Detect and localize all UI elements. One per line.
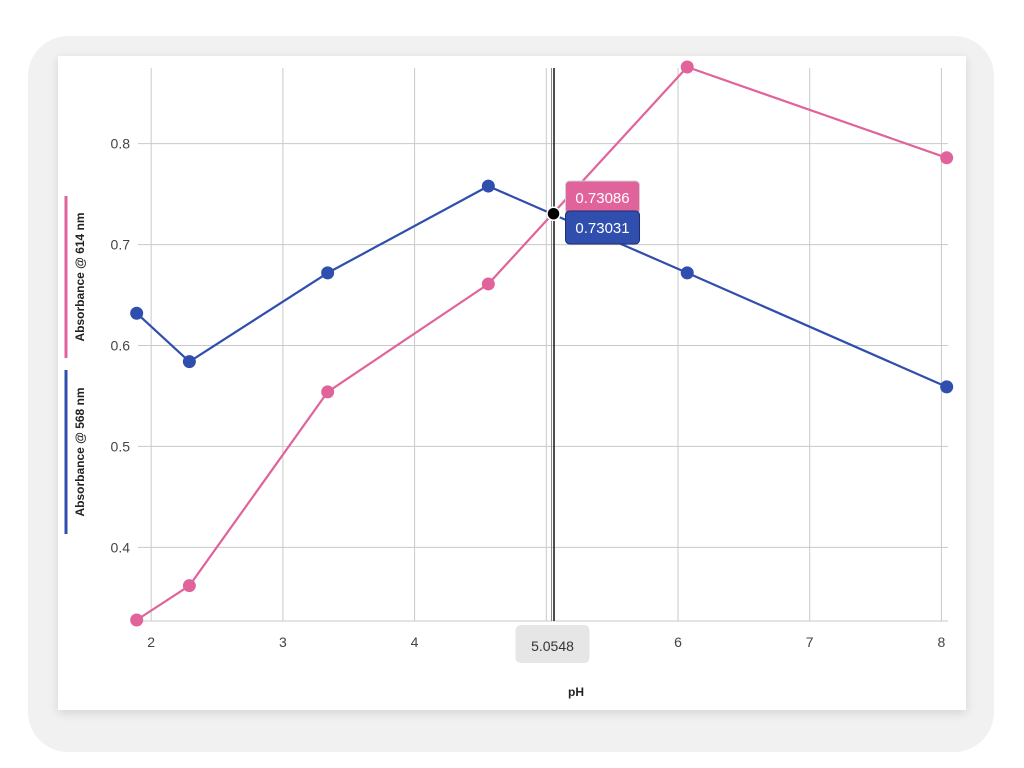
chart-svg[interactable]: 0.4 0.5 0.6 0.7 0.8 2 3 4 6 7 8 0.73086 0.73031 5.0… xyxy=(58,56,966,710)
y-tick-labels: 0.4 0.5 0.6 0.7 0.8 xyxy=(111,136,131,556)
y-tick-label: 0.5 xyxy=(111,438,131,454)
y-tick-label: 0.7 xyxy=(111,237,131,253)
data-point[interactable] xyxy=(182,355,196,369)
x-tick-label: 8 xyxy=(938,634,946,650)
data-point[interactable] xyxy=(680,60,694,74)
data-point[interactable] xyxy=(680,266,694,280)
data-point[interactable] xyxy=(321,385,335,399)
x-tick-label: 7 xyxy=(806,634,814,650)
tooltip-box xyxy=(565,210,641,245)
y-tick-label: 0.6 xyxy=(111,338,131,354)
x-tick-labels: 2 3 4 6 7 8 xyxy=(147,634,945,650)
data-point[interactable] xyxy=(481,277,495,291)
data-point[interactable] xyxy=(940,380,954,394)
legend-label[interactable]: Absorbance @ 614 nm xyxy=(73,212,87,341)
crosshair-marker xyxy=(546,206,561,221)
x-tick-label: 6 xyxy=(674,634,682,650)
x-axis-title: pH xyxy=(568,685,584,699)
series-points xyxy=(130,60,954,627)
y-tick-label: 0.8 xyxy=(111,136,131,152)
x-tick-label: 4 xyxy=(411,634,419,650)
y-tick-label: 0.4 xyxy=(111,539,131,555)
grid xyxy=(138,68,948,622)
legend: Absorbance @ 614 nm Absorbance @ 568 nm xyxy=(64,196,87,534)
x-tick-label: 3 xyxy=(279,634,287,650)
crosshair: 0.73086 0.73031 5.0548 xyxy=(515,68,641,663)
series-lines xyxy=(135,65,948,621)
legend-label[interactable]: Absorbance @ 568 nm xyxy=(73,387,87,516)
data-point[interactable] xyxy=(130,613,144,627)
series-line xyxy=(135,185,948,388)
series-line xyxy=(136,65,948,621)
x-tick-label: 2 xyxy=(147,634,155,650)
crosshair-x-value: 5.0548 xyxy=(531,638,574,654)
data-point[interactable] xyxy=(940,151,954,165)
tooltip-value: 0.73086 xyxy=(575,190,629,207)
data-point[interactable] xyxy=(182,579,196,593)
chart-card: 0.4 0.5 0.6 0.7 0.8 2 3 4 6 7 8 0.73086 0.73031 5.0… xyxy=(58,56,966,710)
data-point[interactable] xyxy=(130,306,144,320)
data-point[interactable] xyxy=(481,179,495,193)
tooltip-value: 0.73031 xyxy=(575,220,629,237)
data-point[interactable] xyxy=(321,266,335,280)
crosshair-x-badge xyxy=(515,625,590,663)
